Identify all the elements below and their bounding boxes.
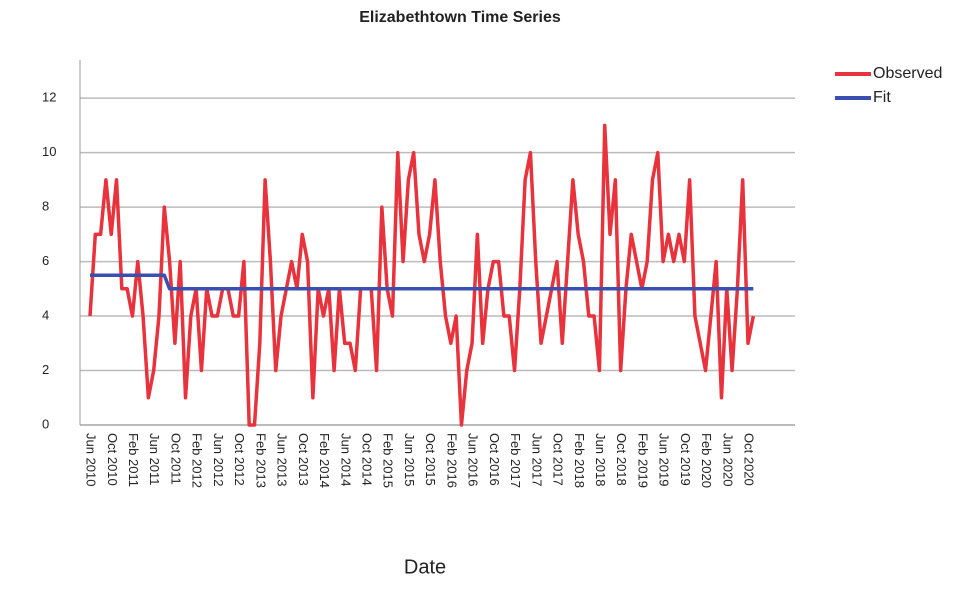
y-tick-label: 10 — [42, 144, 56, 159]
x-axis-title: Date — [404, 556, 446, 578]
legend-label: Observed — [873, 65, 942, 82]
legend-label: Fit — [873, 89, 891, 106]
x-tick-label: Feb 2016 — [444, 433, 459, 488]
y-tick-label: 12 — [42, 90, 56, 105]
x-tick-label: Jun 2020 — [720, 433, 735, 487]
y-tick-label: 4 — [42, 307, 49, 322]
x-tick-label: Jun 2013 — [275, 433, 290, 487]
x-tick-label: Feb 2018 — [572, 433, 587, 488]
x-tick-label: Feb 2012 — [190, 433, 205, 488]
x-tick-label: Feb 2013 — [253, 433, 268, 488]
x-tick-label: Oct 2010 — [105, 433, 120, 486]
x-tick-label: Oct 2018 — [614, 433, 629, 486]
x-tick-label: Jun 2014 — [338, 433, 353, 487]
x-tick-label: Oct 2017 — [551, 433, 566, 486]
y-tick-label: 0 — [42, 416, 49, 431]
x-tick-label: Jun 2017 — [529, 433, 544, 487]
x-tick-label: Feb 2019 — [635, 433, 650, 488]
x-tick-label: Oct 2014 — [359, 433, 374, 486]
x-tick-label: Jun 2016 — [466, 433, 481, 487]
x-tick-label: Feb 2020 — [699, 433, 714, 488]
x-tick-label: Jun 2012 — [211, 433, 226, 487]
series-line — [88, 123, 756, 427]
x-tick-label: Oct 2013 — [296, 433, 311, 486]
x-tick-label: Oct 2019 — [678, 433, 693, 486]
y-tick-label: 6 — [42, 253, 49, 268]
x-tick-label: Feb 2015 — [381, 433, 396, 488]
chart-title: Elizabethtown Time Series — [359, 9, 561, 26]
x-tick-label: Jun 2018 — [593, 433, 608, 487]
x-tick-label: Jun 2011 — [147, 433, 162, 486]
x-tick-label: Feb 2014 — [317, 433, 332, 488]
y-tick-label: 2 — [42, 362, 49, 377]
x-tick-label: Feb 2017 — [508, 433, 523, 488]
y-tick-label: 8 — [42, 199, 49, 214]
x-tick-label: Oct 2015 — [423, 433, 438, 486]
x-tick-label: Oct 2016 — [487, 433, 502, 486]
x-tick-label: Oct 2012 — [232, 433, 247, 486]
x-tick-label: Jun 2019 — [657, 433, 672, 487]
x-tick-label: Oct 2020 — [742, 433, 757, 486]
x-tick-label: Feb 2011 — [126, 433, 141, 487]
x-tick-label: Oct 2011 — [168, 433, 183, 485]
series-line — [90, 273, 754, 291]
x-tick-label: Jun 2010 — [84, 433, 99, 487]
x-tick-label: Jun 2015 — [402, 433, 417, 487]
